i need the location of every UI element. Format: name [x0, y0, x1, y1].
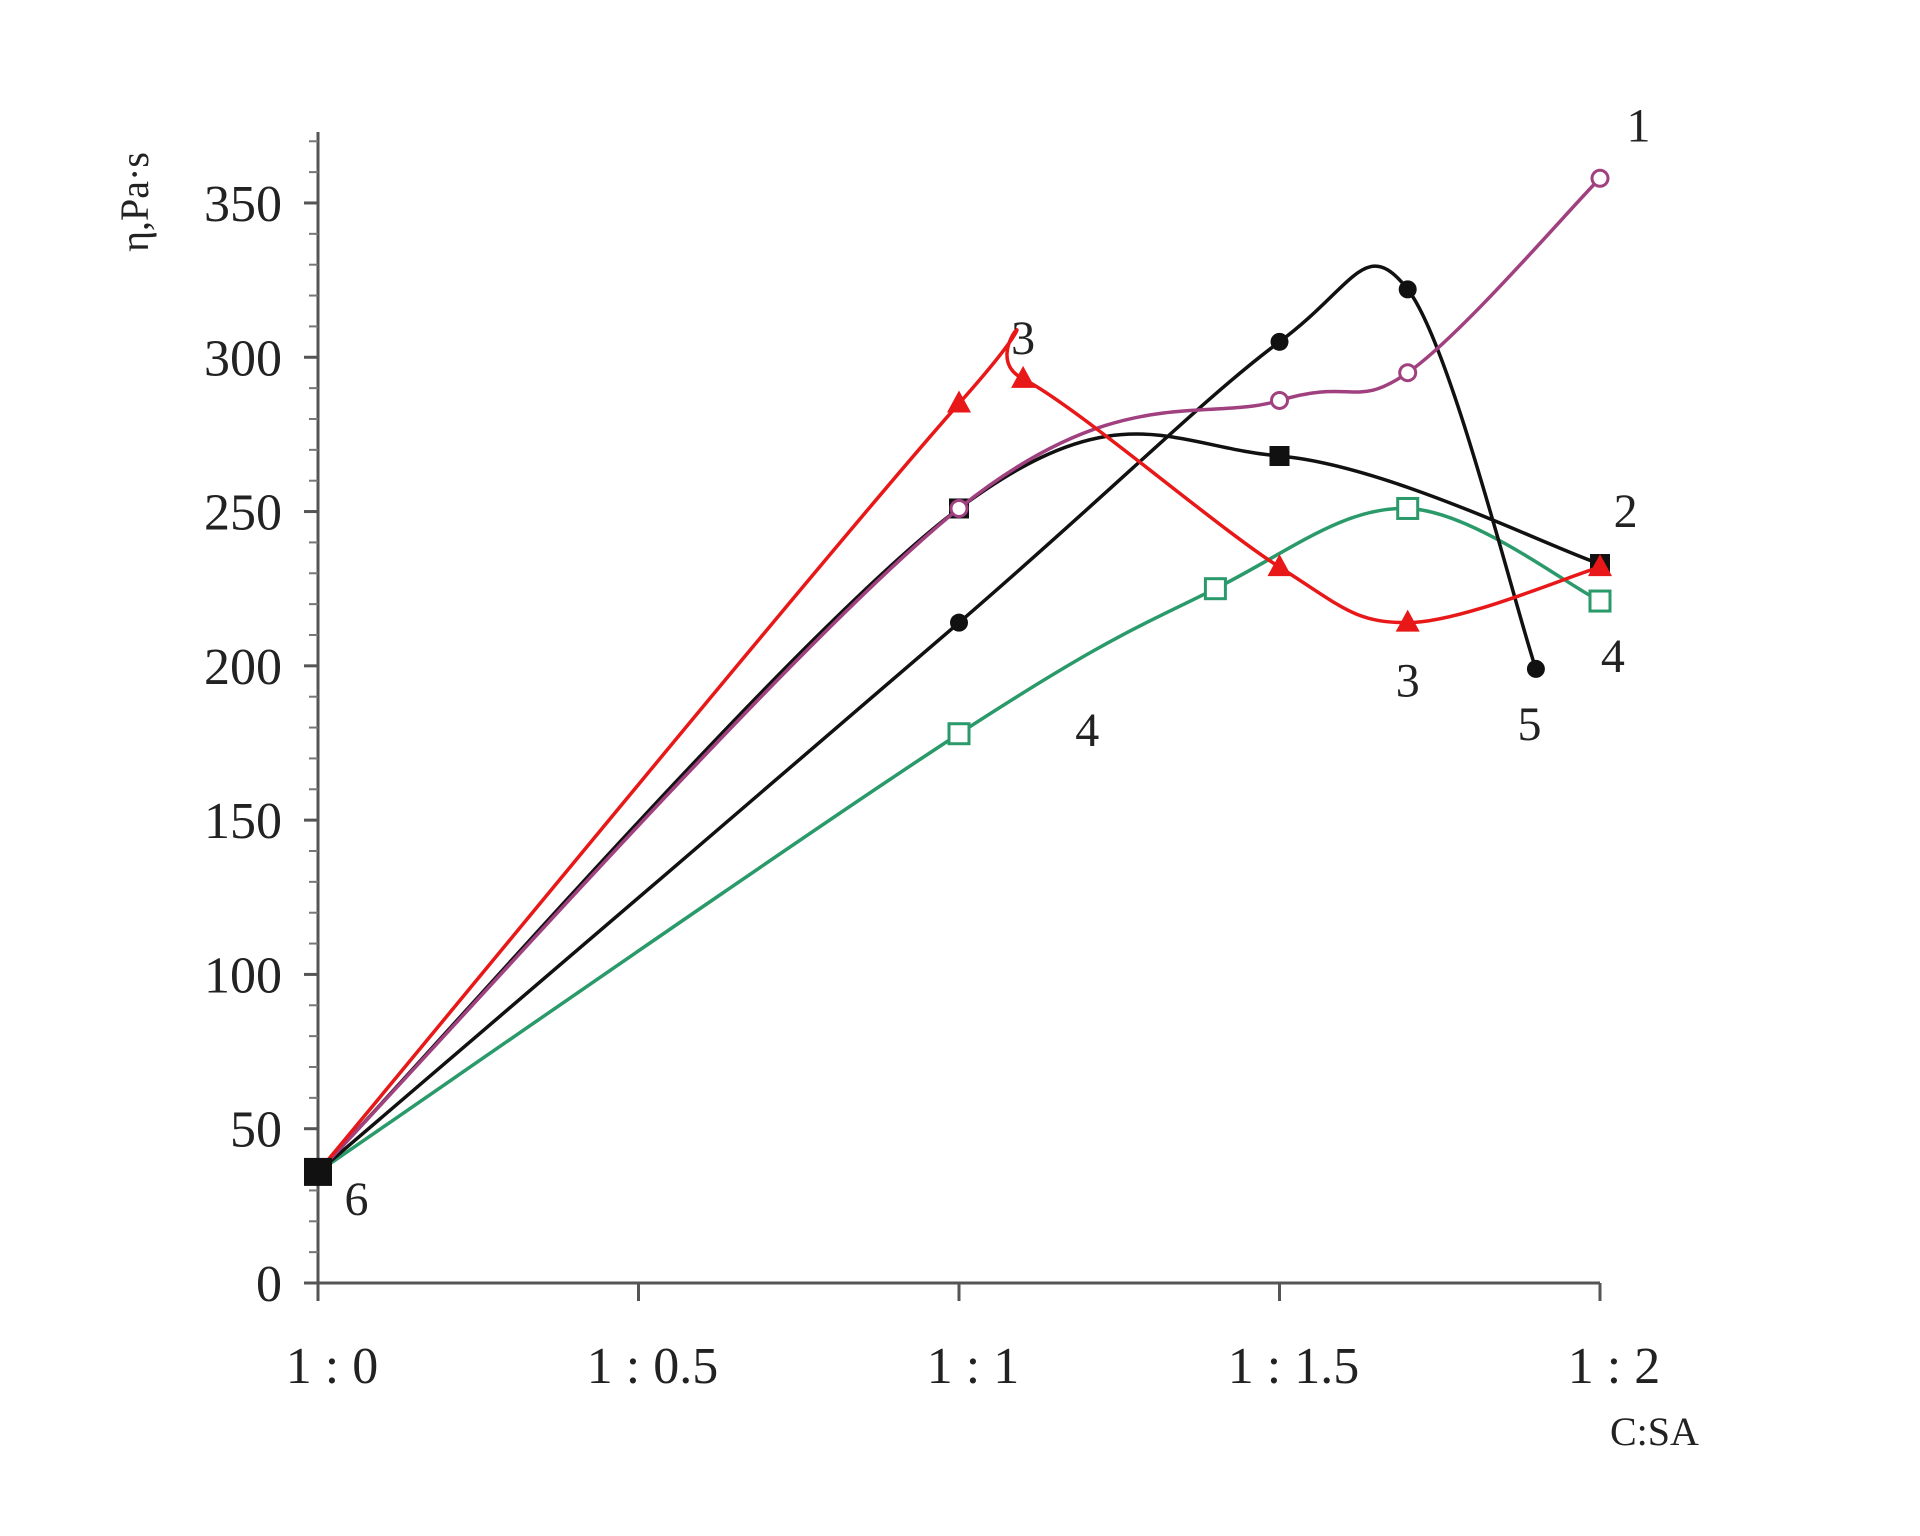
- ticks: 0 50 100 150 200 250 300 350 1 : 0 1 : 0.5 1 : 1 1 …: [204, 140, 1660, 1395]
- curve-label-3: 3: [1011, 312, 1035, 365]
- y-tick-label: 50: [230, 1102, 282, 1159]
- y-tick-label: 300: [204, 330, 282, 387]
- x-tick-label: 1 : 0.5: [587, 1338, 718, 1395]
- marker-6: [304, 1157, 332, 1186]
- series-group: [304, 168, 1612, 1186]
- series-line-2: [316, 432, 1602, 1174]
- y-axis-title: η,Pa·s: [112, 152, 157, 252]
- marker-3: [1267, 554, 1292, 577]
- series-5: [316, 264, 1545, 1174]
- marker-4: [1396, 496, 1420, 520]
- curve-label-4: 4: [1601, 630, 1625, 683]
- marker-4: [1203, 577, 1227, 601]
- series-line-1: [316, 176, 1602, 1174]
- series-1: [316, 168, 1610, 1174]
- curve-label-6: 6: [344, 1173, 368, 1226]
- marker-3: [1588, 554, 1612, 577]
- marker-2: [1269, 446, 1290, 467]
- curve-label-1: 1: [1626, 99, 1650, 152]
- series-3: [316, 328, 1612, 1174]
- y-tick-label: 200: [204, 639, 282, 696]
- marker-1: [1270, 390, 1289, 410]
- y-tick-label: 350: [204, 176, 282, 233]
- marker-1: [1590, 168, 1610, 188]
- curve-label-3: 3: [1396, 655, 1420, 708]
- x-tick-label: 1 : 0: [286, 1338, 378, 1395]
- series-line-4: [316, 506, 1602, 1174]
- marker-4: [947, 722, 971, 746]
- marker-5: [950, 613, 968, 632]
- x-tick-label: 1 : 1.5: [1228, 1338, 1359, 1395]
- marker-3: [1011, 365, 1036, 388]
- marker-5: [1270, 332, 1289, 351]
- y-tick-label: 0: [256, 1256, 282, 1313]
- x-tick-label: 1 : 1: [927, 1338, 1019, 1395]
- marker-3: [947, 390, 971, 413]
- series-4: [316, 496, 1612, 1174]
- x-axis-title: C:SA: [1610, 1409, 1699, 1454]
- y-tick-label: 100: [204, 947, 282, 1004]
- x-tick-label: 1 : 2: [1568, 1338, 1660, 1395]
- marker-1: [1398, 363, 1418, 383]
- series-line-3: [316, 328, 1602, 1174]
- curve-label-2: 2: [1614, 485, 1638, 538]
- series-6: [304, 1157, 332, 1186]
- marker-1: [949, 498, 969, 518]
- y-tick-label: 250: [204, 485, 282, 542]
- marker-5: [1398, 280, 1417, 299]
- curve-label-5: 5: [1517, 698, 1541, 751]
- series-2: [316, 432, 1610, 1174]
- curve-label-4: 4: [1075, 704, 1099, 757]
- y-tick-label: 150: [204, 793, 282, 850]
- marker-5: [1526, 659, 1545, 678]
- curve-labels: 1 2 3 3 4 4 5 6: [344, 99, 1650, 1226]
- marker-4: [1588, 589, 1612, 613]
- series-line-5: [316, 264, 1538, 1174]
- marker-3: [1395, 609, 1420, 632]
